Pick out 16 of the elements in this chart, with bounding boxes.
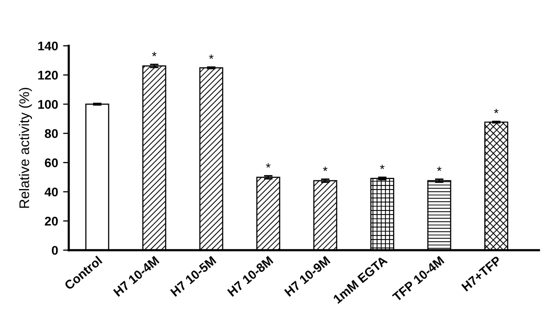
y-tick-label: 0 <box>52 246 58 255</box>
y-tick-label: 80 <box>44 129 58 138</box>
y-tick-label: 140 <box>38 42 58 50</box>
annotation: * <box>152 52 156 56</box>
annotation: * <box>437 166 442 172</box>
y-tick-label: 20 <box>44 216 58 226</box>
annotation: * <box>209 54 214 59</box>
annotation: * <box>266 163 270 168</box>
y-tick-label: 60 <box>44 158 58 168</box>
annotation: * <box>380 164 384 170</box>
y-tick-label: 120 <box>38 70 58 80</box>
y-tick-label: 40 <box>44 188 58 196</box>
y-tick-label: 100 <box>38 100 58 109</box>
annotation: * <box>494 108 498 114</box>
y-axis-title: Relative activity (%) <box>18 88 32 208</box>
annotation: * <box>323 166 328 172</box>
